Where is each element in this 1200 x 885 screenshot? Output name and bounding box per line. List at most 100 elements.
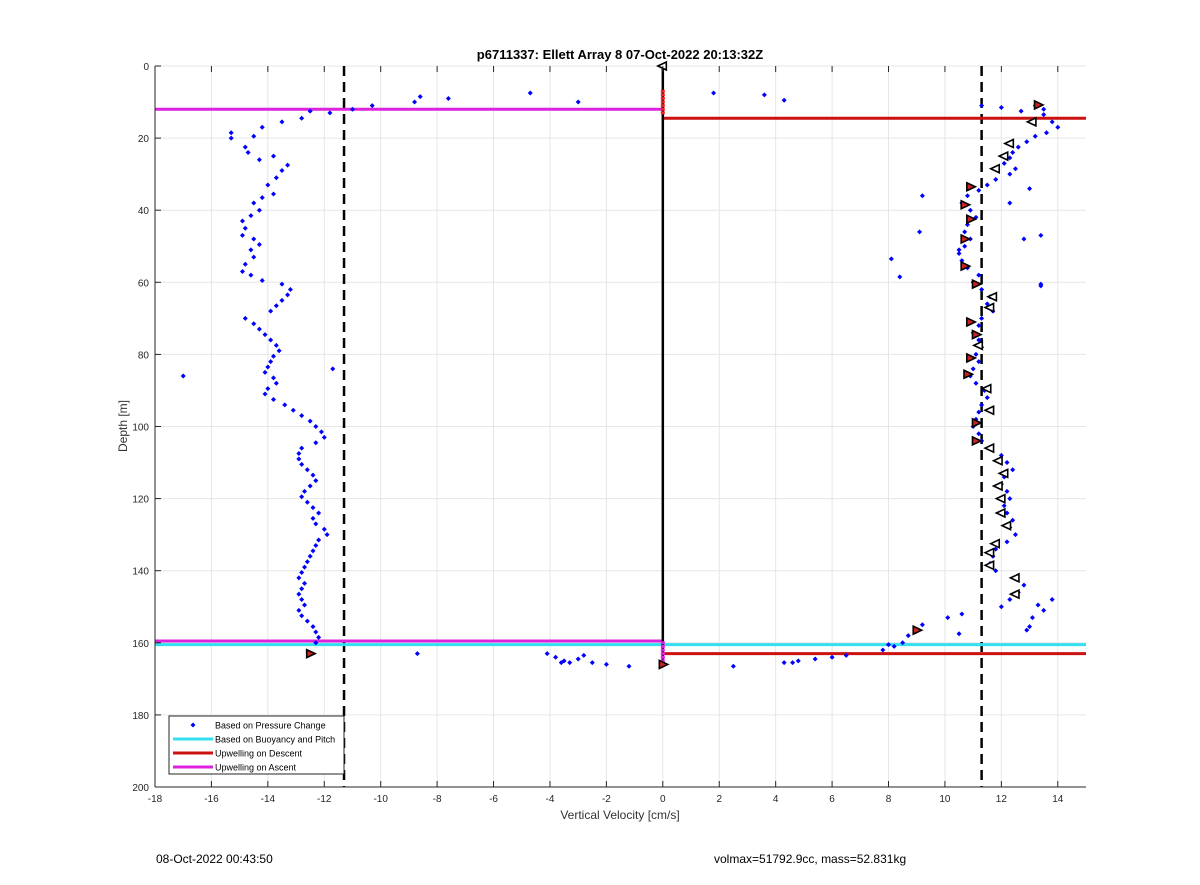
pressure-change-point — [321, 434, 327, 440]
pressure-change-point — [321, 526, 327, 532]
pressure-change-point — [1027, 624, 1033, 630]
y-tick-label: 0 — [143, 62, 149, 73]
y-tick-label: 100 — [132, 423, 149, 434]
open-triangle-marker — [983, 302, 995, 313]
pressure-change-point — [273, 342, 279, 348]
pressure-change-point — [414, 651, 420, 657]
y-tick-label: 40 — [138, 206, 150, 217]
reference-lines — [155, 66, 1086, 787]
pressure-change-point — [270, 375, 276, 381]
pressure-change-point — [256, 207, 262, 213]
pressure-change-point — [967, 207, 973, 213]
pressure-change-point — [239, 232, 245, 238]
pressure-change-point — [313, 424, 319, 429]
y-tick-label: 200 — [132, 783, 149, 794]
open-triangle-marker — [1002, 138, 1015, 149]
filled-triangle-marker — [963, 368, 975, 380]
pressure-change-point — [313, 542, 319, 548]
filled-triangle-marker — [971, 329, 983, 340]
pressure-change-point — [979, 103, 985, 109]
pressure-change-point — [256, 326, 262, 332]
pressure-change-point — [273, 303, 279, 309]
pressure-change-point — [251, 236, 257, 242]
pressure-change-point — [302, 580, 308, 586]
pressure-change-point — [313, 640, 319, 646]
filled-triangle-marker — [960, 233, 972, 245]
pressure-change-point — [973, 380, 979, 386]
pressure-change-point — [1041, 112, 1047, 118]
pressure-change-point — [1001, 160, 1007, 166]
open-triangle-marker — [994, 507, 1006, 519]
pressure-change-point — [976, 272, 982, 278]
open-triangle-marker — [1025, 116, 1037, 128]
pressure-change-point — [589, 660, 595, 666]
pressure-change-point — [1055, 124, 1061, 130]
pressure-change-point — [956, 250, 962, 256]
pressure-change-point — [324, 532, 330, 538]
pressure-change-point — [270, 153, 276, 159]
filled-triangle-marker — [966, 352, 978, 364]
pressure-change-point — [262, 369, 268, 375]
pressure-change-point — [1021, 236, 1027, 242]
zero-line-mark — [660, 659, 665, 663]
filled-triangle-marker — [966, 316, 978, 328]
pressure-change-point — [626, 663, 632, 669]
footer-timestamp: 08-Oct-2022 00:43:50 — [156, 852, 273, 866]
pressure-change-point — [993, 568, 999, 574]
pressure-change-point — [290, 407, 296, 413]
pressure-change-point — [993, 177, 999, 183]
pressure-change-point — [979, 402, 985, 408]
pressure-change-point — [330, 366, 336, 372]
x-tick-label: 0 — [660, 794, 666, 805]
pressure-change-point — [1027, 186, 1033, 192]
pressure-change-point — [711, 90, 717, 96]
open-triangle-marker — [986, 291, 998, 302]
pressure-change-point — [299, 586, 305, 592]
pressure-change-point — [245, 150, 251, 156]
pressure-change-point — [998, 604, 1004, 610]
pressure-change-point — [445, 95, 451, 101]
pressure-change-point — [265, 182, 271, 188]
pressure-change-point — [307, 553, 313, 559]
pressure-change-point — [919, 622, 925, 628]
legend-label: Based on Pressure Change — [215, 721, 326, 731]
filled-triangle-marker — [966, 181, 978, 193]
pressure-change-point — [251, 133, 257, 139]
pressure-change-point — [242, 144, 248, 150]
pressure-change-point — [304, 618, 310, 624]
pressure-change-point — [310, 505, 316, 511]
pressure-change-point — [959, 611, 965, 617]
pressure-change-point — [265, 364, 271, 370]
y-tick-label: 80 — [138, 350, 150, 361]
pressure-change-point — [296, 456, 302, 462]
pressure-change-point — [1010, 517, 1016, 523]
pressure-change-point — [302, 602, 308, 608]
filled-triangle-marker — [971, 417, 983, 429]
x-tick-label: -6 — [489, 794, 498, 805]
pressure-change-point — [1041, 106, 1047, 112]
pressure-change-point — [781, 660, 787, 666]
pressure-change-point — [268, 308, 274, 314]
pressure-change-point — [242, 225, 248, 231]
pressure-change-point — [279, 168, 285, 174]
y-tick-label: 160 — [132, 639, 149, 650]
x-tick-label: -8 — [433, 794, 442, 805]
y-tick-label: 20 — [138, 134, 150, 145]
pressure-change-point — [310, 515, 316, 521]
pressure-change-point — [285, 162, 291, 168]
zero-line-mark — [660, 644, 665, 648]
filled-triangle-marker — [1033, 99, 1045, 111]
pressure-change-point — [945, 615, 951, 621]
pressure-change-point — [897, 274, 903, 280]
pressure-change-point — [1010, 467, 1016, 473]
pressure-change-point — [282, 402, 288, 408]
pressure-change-point — [829, 654, 835, 660]
pressure-change-point — [976, 337, 982, 343]
legend: Based on Pressure Change Based on Buoyanc… — [168, 715, 345, 775]
open-triangle-marker — [983, 405, 995, 416]
pressure-change-point — [268, 337, 274, 343]
pressure-change-point — [567, 660, 573, 666]
pressure-change-point — [1015, 144, 1021, 150]
axes: -18 -16 -14 -12 -10 -8 -6 -4 -2 0 2 4 6 8 10 12 14020406… — [132, 62, 1086, 805]
